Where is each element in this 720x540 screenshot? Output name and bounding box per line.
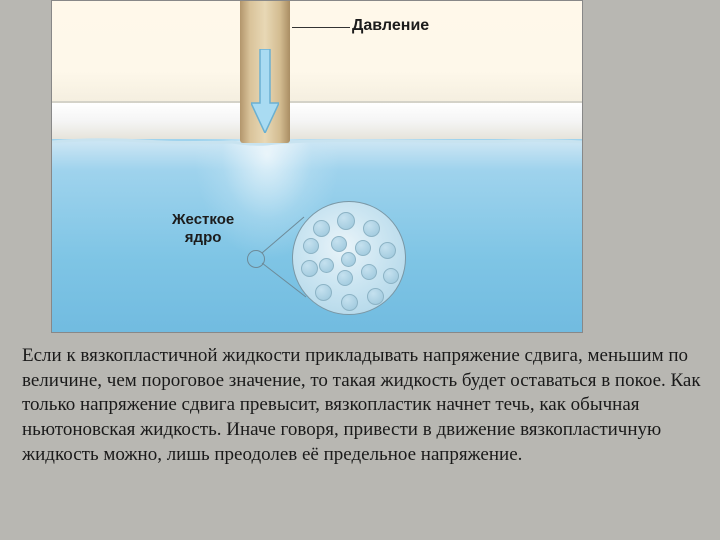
core-bubble <box>337 212 355 230</box>
core-bubble <box>379 242 396 259</box>
core-bubble <box>303 238 319 254</box>
core-bubble <box>383 268 399 284</box>
core-zoom-circle <box>292 201 406 315</box>
slide: Давление Жесткое ядро Если к вязкопласти… <box>0 0 720 540</box>
core-bubble <box>331 236 347 252</box>
core-bubble <box>301 260 318 277</box>
core-bubble <box>361 264 377 280</box>
core-bubble <box>363 220 380 237</box>
diagram-image: Давление Жесткое ядро <box>51 0 583 333</box>
body-paragraph: Если к вязкопластичной жидкости приклады… <box>22 344 702 467</box>
core-bubble <box>319 258 334 273</box>
core-bubble <box>341 294 358 311</box>
core-bubble <box>341 252 356 267</box>
core-bubble <box>315 284 332 301</box>
core-bubble <box>313 220 330 237</box>
core-bubble <box>337 270 353 286</box>
core-bubble <box>367 288 384 305</box>
core-bubble <box>355 240 371 256</box>
